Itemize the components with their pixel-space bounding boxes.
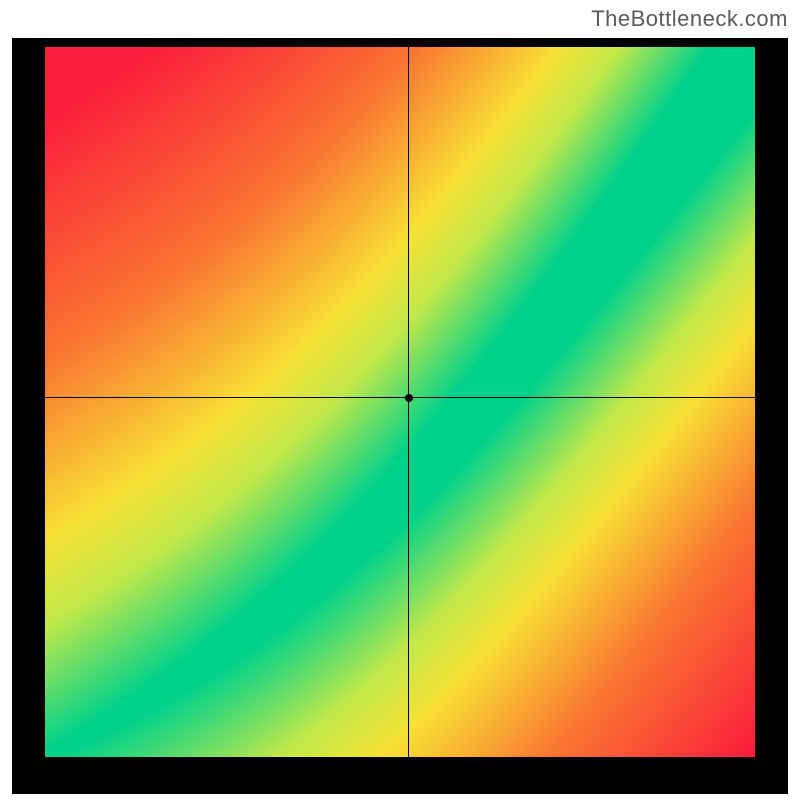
crosshair-point <box>405 394 413 402</box>
app-frame: TheBottleneck.com <box>0 0 800 800</box>
crosshair-horizontal <box>45 397 755 398</box>
chart-outer-frame <box>12 38 788 794</box>
crosshair-vertical <box>408 47 409 757</box>
watermark-text: TheBottleneck.com <box>591 6 788 32</box>
bottleneck-heatmap <box>45 47 755 757</box>
